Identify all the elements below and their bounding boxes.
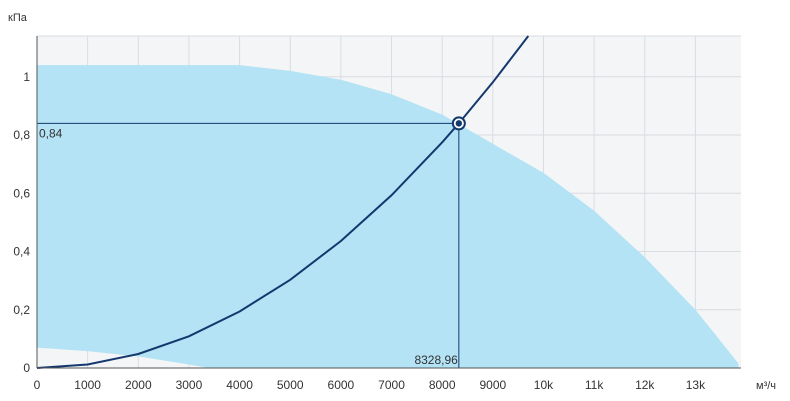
- y-tick-label: 1: [23, 70, 30, 84]
- y-tick-label: 0: [23, 361, 30, 375]
- operating-region: [37, 65, 739, 368]
- operating-point-x-value: 8328,96: [414, 353, 458, 367]
- x-tick-label: 9000: [479, 378, 506, 392]
- x-axis-ticks: 0 1000 2000 3000 4000 5000 6000 7000 8000 9000 10k…: [34, 378, 706, 392]
- x-tick-label: 11k: [585, 378, 604, 392]
- y-tick-label: 0,4: [13, 245, 30, 259]
- y-axis-label: кПа: [8, 12, 28, 24]
- operating-point-marker[interactable]: [451, 116, 466, 131]
- x-axis-label: м³/ч: [756, 380, 776, 392]
- x-tick-label: 4000: [226, 378, 253, 392]
- y-axis-ticks: 0 0,2 0,4 0,6 0,8 1: [13, 70, 30, 375]
- axes: [36, 36, 741, 369]
- x-tick-label: 8000: [429, 378, 456, 392]
- system-curve-line: [36, 35, 530, 369]
- y-tick-label: 0,8: [13, 128, 30, 142]
- x-tick-label: 12k: [635, 378, 655, 392]
- x-tick-label: 6000: [328, 378, 355, 392]
- x-tick-label: 7000: [378, 378, 405, 392]
- x-tick-label: 3000: [176, 378, 203, 392]
- operating-point-crosshair: [37, 122, 460, 368]
- x-tick-label: 13k: [686, 378, 706, 392]
- x-tick-label: 5000: [277, 378, 304, 392]
- operating-point-dot: [455, 120, 463, 127]
- y-tick-label: 0,2: [13, 303, 30, 317]
- x-tick-label: 1000: [74, 378, 101, 392]
- x-tick-label: 0: [34, 378, 41, 392]
- x-tick-label: 10k: [534, 378, 554, 392]
- y-tick-label: 0,6: [13, 186, 30, 200]
- x-tick-label: 2000: [125, 378, 152, 392]
- operating-point-y-value: 0,84: [39, 126, 63, 140]
